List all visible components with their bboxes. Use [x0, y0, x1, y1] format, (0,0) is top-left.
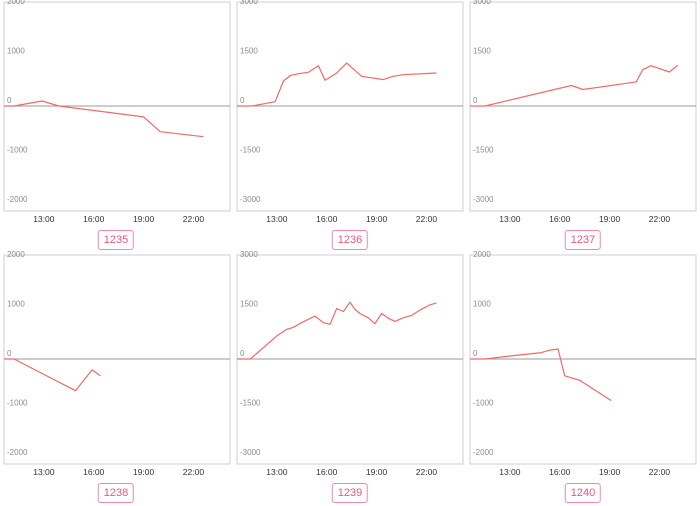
chart-badge-1[interactable]: 1235 [97, 230, 135, 250]
x-tick-label: 13:00 [266, 467, 288, 477]
y-tick-label: -1000 [473, 399, 494, 408]
x-tick-label: 16:00 [316, 214, 338, 224]
chart-badge-6[interactable]: 1240 [564, 483, 602, 503]
x-tick-label: 22:00 [416, 467, 438, 477]
chart-badge-5[interactable]: 1239 [331, 483, 369, 503]
chart-badge-4[interactable]: 1238 [97, 483, 135, 503]
chart-panel-2: 3000 1500 0 -1500 -3000 13:00 16:00 19:00 22:00 … [233, 0, 465, 253]
x-tick-label: 19:00 [366, 467, 388, 477]
x-tick-label: 13:00 [266, 214, 288, 224]
y-tick-label: -2000 [7, 448, 28, 457]
x-tick-label: 13:00 [33, 214, 55, 224]
y-tick-label: -1500 [240, 146, 261, 155]
line-chart-6: 2000 1000 0 -1000 -2000 13:00 16:00 19:00 22:00 [469, 250, 697, 477]
x-tick-label: 16:00 [83, 214, 105, 224]
x-tick-label: 19:00 [133, 214, 155, 224]
chart-badge-2[interactable]: 1236 [331, 230, 369, 250]
y-tick-label: -3000 [240, 195, 261, 204]
y-tick-label: -3000 [473, 195, 494, 204]
y-tick-label: 1000 [7, 47, 25, 56]
x-tick-label: 19:00 [366, 214, 388, 224]
y-tick-label: 2000 [7, 0, 25, 6]
y-tick-label: 0 [473, 96, 478, 105]
y-tick-label: -3000 [240, 448, 261, 457]
chart-panel-6: 2000 1000 0 -1000 -2000 13:00 16:00 19:00 22:00 … [466, 250, 698, 506]
x-tick-label: 16:00 [316, 467, 338, 477]
x-tick-label: 22:00 [183, 214, 205, 224]
y-tick-label: 0 [7, 349, 12, 358]
line-chart-1: 2000 1000 0 -1000 -2000 13:00 16:00 19:00 22:00 [3, 0, 231, 224]
series-line [470, 64, 679, 107]
y-tick-label: 2000 [7, 250, 25, 259]
series-line [237, 62, 437, 107]
y-tick-label: 3000 [473, 0, 491, 6]
x-tick-label: 16:00 [549, 214, 571, 224]
y-tick-label: -2000 [7, 195, 28, 204]
y-tick-label: 1500 [473, 47, 491, 56]
chart-badge-3[interactable]: 1237 [564, 230, 602, 250]
x-tick-label: 13:00 [499, 467, 521, 477]
x-tick-label: 22:00 [649, 214, 671, 224]
line-chart-5: 3000 1500 0 -1500 -3000 13:00 16:00 19:00 22:00 [236, 250, 464, 477]
y-tick-label: 1000 [7, 300, 25, 309]
line-chart-4: 2000 1000 0 -1000 -2000 13:00 16:00 19:00 22:00 [3, 250, 231, 477]
y-tick-label: 3000 [240, 0, 258, 6]
y-tick-label: 0 [7, 96, 12, 105]
y-tick-label: -1500 [473, 146, 494, 155]
y-tick-label: 0 [473, 349, 478, 358]
y-tick-label: 2000 [473, 250, 491, 259]
x-tick-label: 16:00 [83, 467, 105, 477]
y-tick-label: 0 [240, 96, 245, 105]
x-tick-label: 13:00 [33, 467, 55, 477]
chart-panel-4: 2000 1000 0 -1000 -2000 13:00 16:00 19:00 22:00 … [0, 250, 232, 506]
x-tick-label: 22:00 [649, 467, 671, 477]
y-tick-label: 1000 [473, 300, 491, 309]
series-line [237, 301, 437, 360]
line-chart-3: 3000 1500 0 -1500 -3000 13:00 16:00 19:00 22:00 [469, 0, 697, 224]
y-tick-label: 0 [240, 349, 245, 358]
y-tick-label: -1500 [240, 399, 261, 408]
series-line [4, 100, 204, 138]
series-line [4, 358, 101, 392]
x-tick-label: 19:00 [133, 467, 155, 477]
x-tick-label: 13:00 [499, 214, 521, 224]
x-tick-label: 22:00 [183, 467, 205, 477]
x-tick-label: 19:00 [599, 214, 621, 224]
chart-panel-3: 3000 1500 0 -1500 -3000 13:00 16:00 19:00 22:00 … [466, 0, 698, 253]
x-tick-label: 19:00 [599, 467, 621, 477]
chart-panel-5: 3000 1500 0 -1500 -3000 13:00 16:00 19:00 22:00 … [233, 250, 465, 506]
y-tick-label: 3000 [240, 250, 258, 259]
y-tick-label: -2000 [473, 448, 494, 457]
x-tick-label: 16:00 [549, 467, 571, 477]
series-line [470, 348, 612, 402]
line-chart-2: 3000 1500 0 -1500 -3000 13:00 16:00 19:00 22:00 [236, 0, 464, 224]
y-tick-label: 1500 [240, 300, 258, 309]
x-tick-label: 22:00 [416, 214, 438, 224]
y-tick-label: 1500 [240, 47, 258, 56]
chart-panel-1: 2000 1000 0 -1000 -2000 13:00 16:00 19:00 22:00 … [0, 0, 232, 253]
y-tick-label: -1000 [7, 399, 28, 408]
y-tick-label: -1000 [7, 146, 28, 155]
